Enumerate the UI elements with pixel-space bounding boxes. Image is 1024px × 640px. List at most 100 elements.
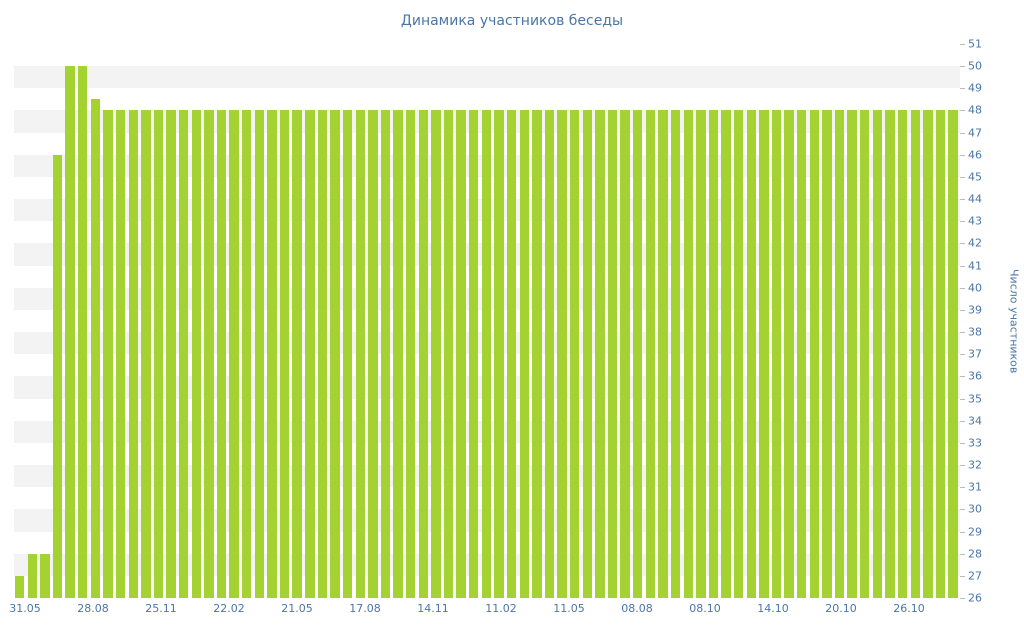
x-tick-label: 11.02	[485, 602, 517, 615]
y-tick-mark	[960, 199, 965, 201]
bar	[292, 110, 302, 598]
y-tick-label: 49	[968, 81, 982, 95]
bar	[481, 110, 492, 598]
bar	[847, 110, 857, 598]
bar	[305, 110, 315, 598]
bar	[607, 110, 618, 598]
bar	[456, 110, 466, 598]
y-tick-mark	[960, 575, 965, 577]
y-tick-mark	[960, 88, 965, 90]
y-tick-mark	[960, 309, 965, 311]
y-axis: 51 50 49 48 47 46 45 44 43 42 41 40 39 38 37 36 35 34 33 32…	[960, 39, 994, 604]
bar	[317, 110, 328, 598]
bar	[330, 110, 340, 598]
bar	[759, 110, 769, 598]
x-tick-label: 14.11	[417, 602, 449, 615]
bar	[557, 110, 567, 598]
y-tick-label: 36	[968, 369, 982, 383]
x-tick-label: 28.08	[77, 602, 109, 615]
y-tick-label: 41	[968, 259, 982, 273]
bar	[708, 110, 719, 598]
bar	[115, 110, 126, 598]
x-axis: 31.05 28.08 25.11 22.02 21.05 17.08 14.11 11.02…	[9, 602, 960, 622]
x-tick-label: 08.10	[689, 602, 721, 615]
bar	[822, 110, 832, 598]
y-tick-mark	[960, 110, 965, 112]
y-tick-mark	[960, 332, 965, 334]
bar	[128, 110, 138, 598]
bar	[733, 110, 744, 598]
bar	[242, 110, 252, 598]
bar	[380, 110, 391, 598]
bar	[910, 110, 920, 598]
bar	[670, 110, 681, 598]
y-tick-mark	[960, 221, 965, 223]
x-tick-label: 21.05	[281, 602, 313, 615]
y-tick-label: 42	[968, 236, 982, 250]
x-tick-label: 25.11	[145, 602, 177, 615]
bar	[103, 110, 113, 598]
y-tick-mark	[960, 66, 965, 68]
y-tick-mark	[960, 398, 965, 400]
bar	[141, 110, 151, 598]
bar	[872, 110, 883, 598]
y-tick-mark	[960, 44, 965, 45]
y-tick-mark	[960, 154, 965, 156]
y-tick-label: 43	[968, 214, 982, 228]
bar	[595, 110, 605, 598]
y-tick-label: 37	[968, 347, 982, 361]
y-tick-mark	[960, 265, 965, 267]
y-tick-mark	[960, 132, 965, 134]
bar	[683, 110, 693, 598]
bar	[279, 110, 290, 598]
y-tick-label: 51	[968, 37, 982, 51]
x-tick-label: 14.10	[757, 602, 789, 615]
bar	[443, 110, 454, 598]
bar	[15, 575, 25, 598]
y-tick-mark	[960, 487, 965, 489]
y-tick-label: 50	[968, 59, 982, 73]
bar	[166, 110, 176, 598]
y-tick-label: 29	[968, 525, 982, 539]
bar	[342, 110, 353, 598]
bar	[267, 110, 277, 598]
bar	[797, 110, 807, 598]
bar	[216, 110, 227, 598]
x-tick-label: 11.05	[553, 602, 585, 615]
y-tick-label: 32	[968, 458, 982, 472]
bar	[406, 110, 416, 598]
grid-stripe	[14, 66, 960, 89]
grid-stripe	[14, 44, 960, 66]
bar	[721, 110, 731, 598]
y-tick-label: 33	[968, 436, 982, 450]
bar	[254, 110, 265, 598]
bar	[178, 110, 189, 598]
y-tick-label: 27	[968, 569, 982, 583]
bar	[494, 110, 504, 598]
bar	[620, 110, 630, 598]
plot-area	[14, 44, 960, 598]
y-axis-title: Число участников	[1007, 268, 1021, 374]
bar	[469, 110, 479, 598]
x-tick-label: 20.10	[825, 602, 857, 615]
bar	[393, 110, 403, 598]
bar	[368, 110, 378, 598]
bar	[544, 110, 555, 598]
bar	[27, 553, 38, 598]
y-tick-label: 40	[968, 281, 982, 295]
bar	[935, 110, 946, 598]
y-tick-label: 44	[968, 192, 982, 206]
y-tick-label: 45	[968, 170, 982, 184]
bar	[885, 110, 895, 598]
y-tick-label: 30	[968, 502, 982, 516]
bar	[506, 110, 517, 598]
y-tick-mark	[960, 509, 965, 511]
y-tick-mark	[960, 531, 965, 533]
x-tick-label: 26.10	[893, 602, 925, 615]
bar	[948, 110, 958, 598]
bar	[771, 110, 782, 598]
bar	[633, 110, 643, 598]
grid-stripe	[14, 88, 960, 110]
bar	[569, 110, 580, 598]
bar	[153, 110, 164, 598]
